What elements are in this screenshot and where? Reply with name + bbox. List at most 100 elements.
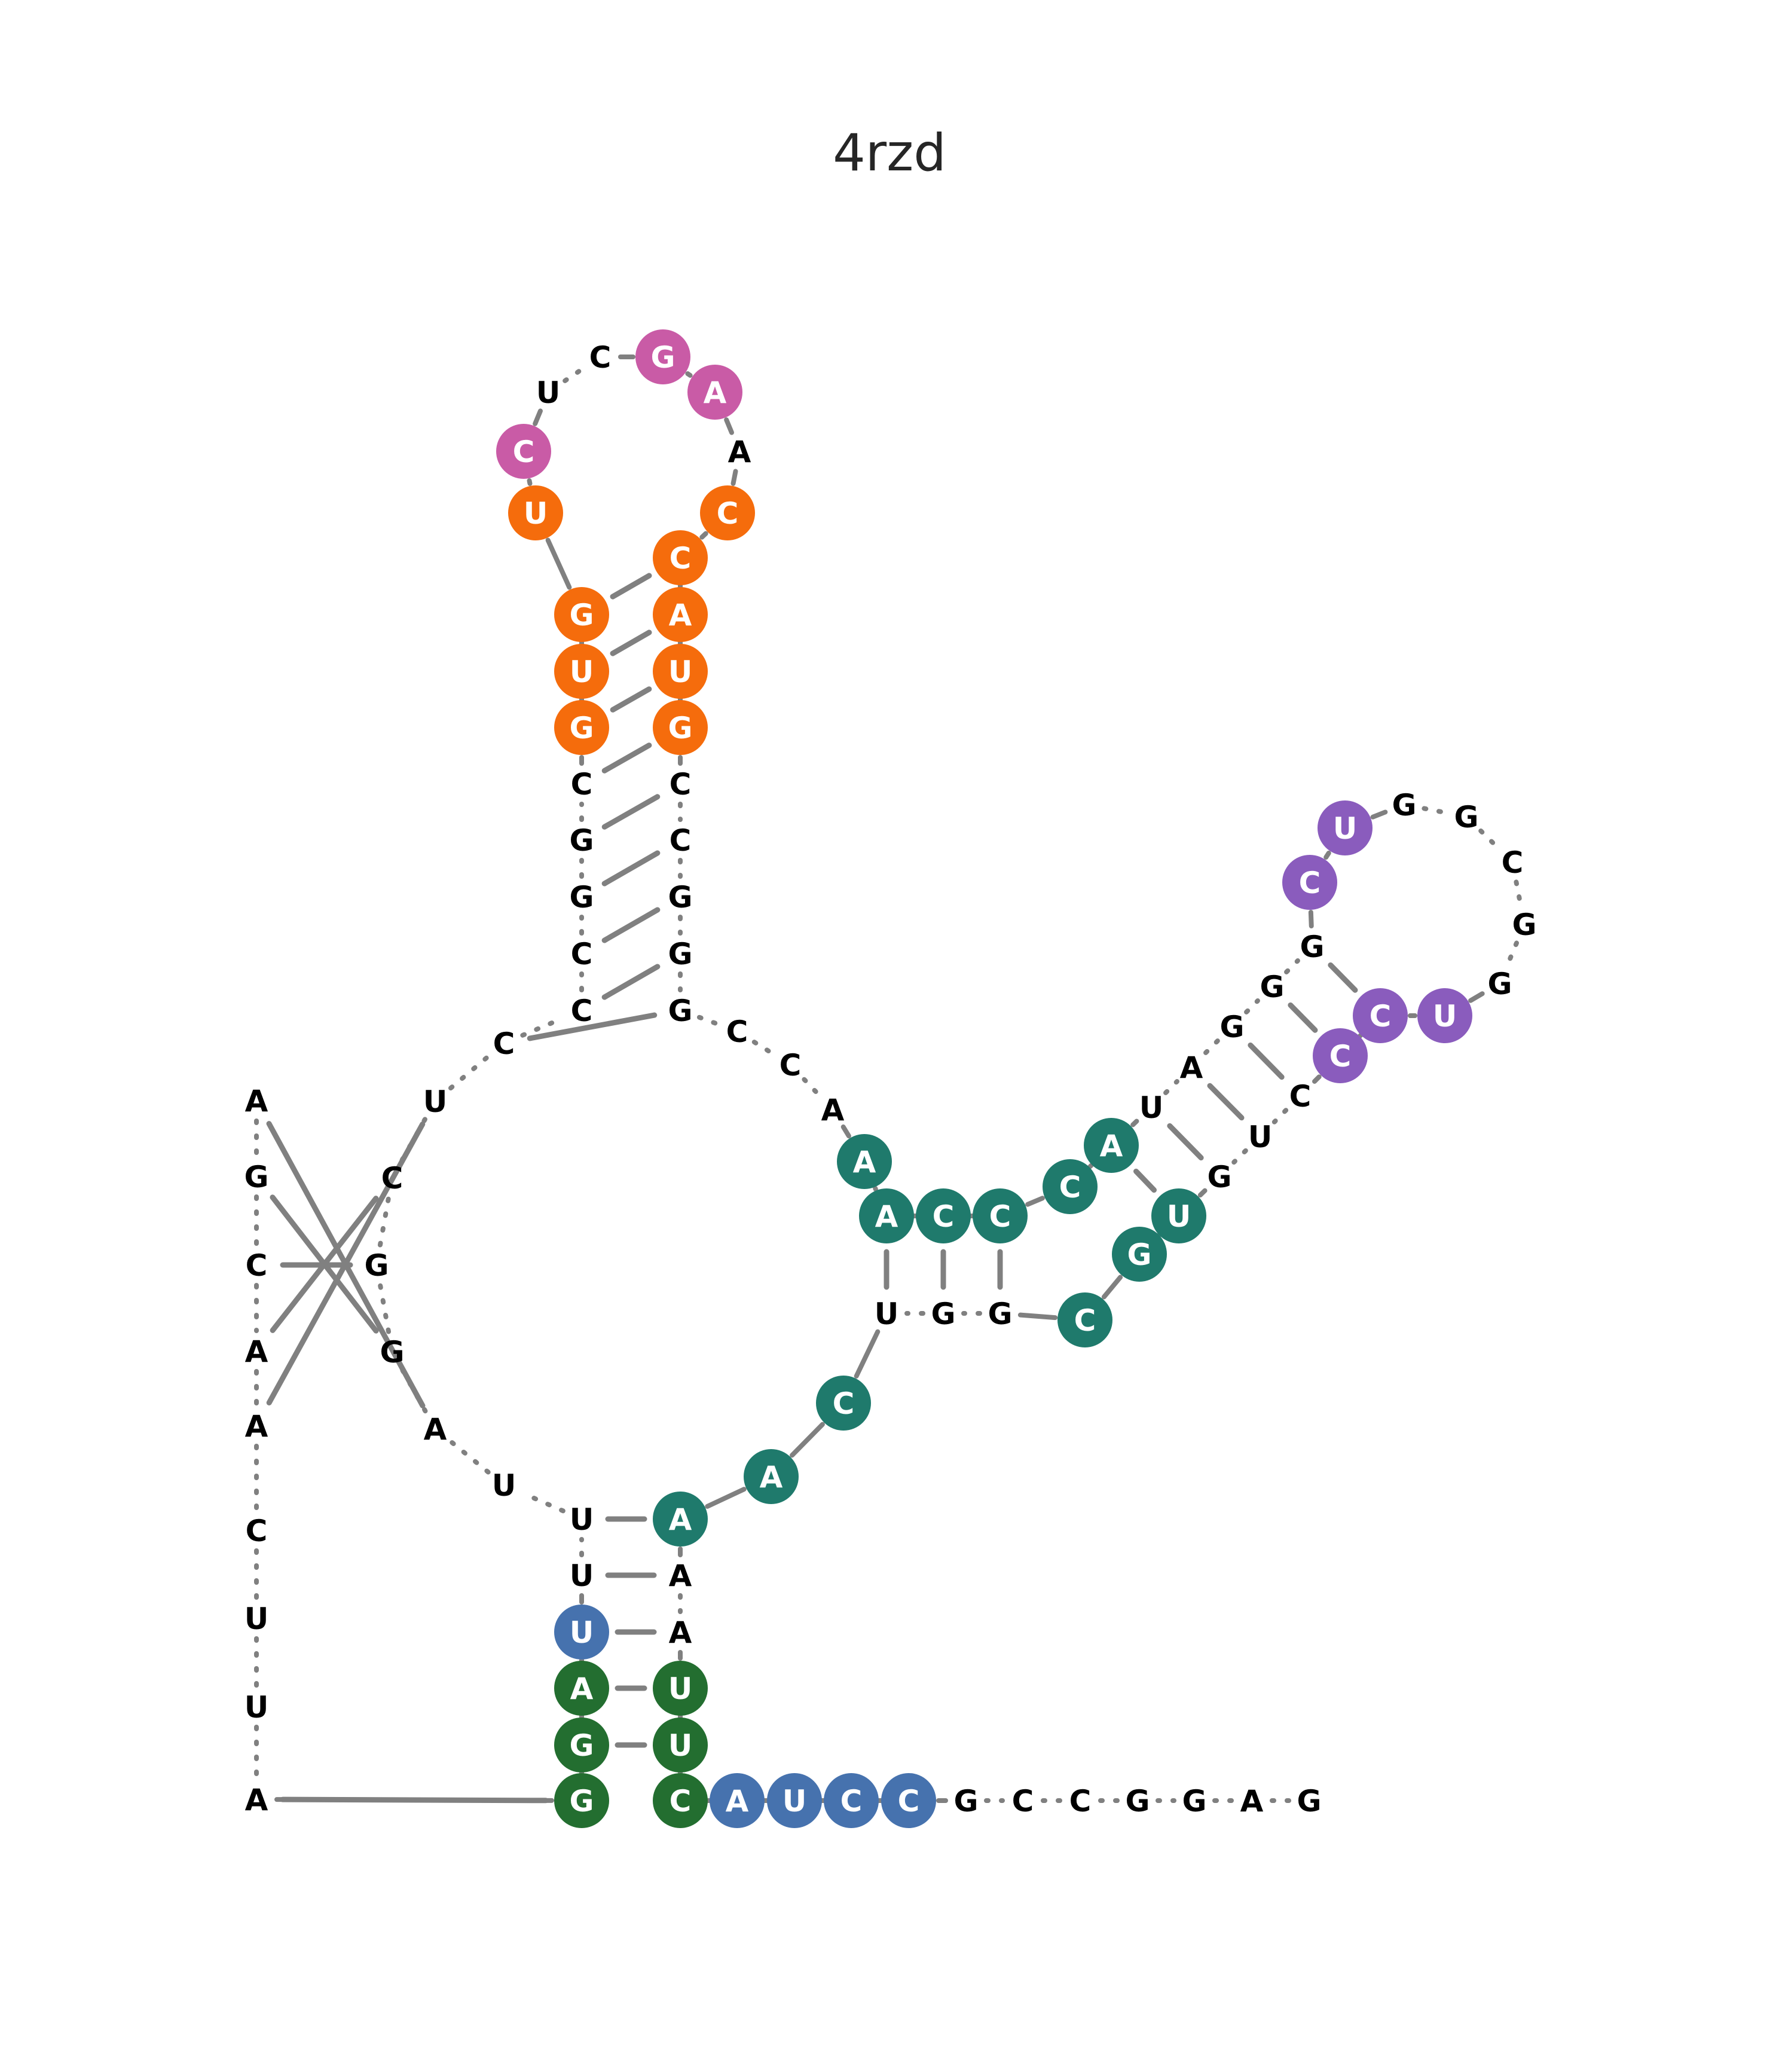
nucleotide-69: U xyxy=(1417,988,1472,1043)
nucleotide-highlight-circle xyxy=(916,1188,971,1243)
base-pair-line xyxy=(610,629,652,656)
nucleotide-highlight-circle xyxy=(881,1773,936,1828)
nucleotide-highlight-circle xyxy=(635,329,690,384)
nucleotide-base-label: G xyxy=(1512,907,1536,942)
nucleotide-35: G xyxy=(635,329,690,384)
nucleotide-base-label: A xyxy=(245,1084,268,1118)
nucleotide-base-label: A xyxy=(669,1502,692,1537)
nucleotide-base-label: G xyxy=(244,1160,268,1194)
base-pair-line xyxy=(1207,1083,1245,1121)
nucleotide-18: G xyxy=(380,1335,404,1370)
backbone-segment xyxy=(1271,1108,1289,1124)
nucleotide-96: G xyxy=(1125,1784,1150,1819)
nucleotide-base-label: C xyxy=(833,1386,855,1421)
nucleotide-base-label: C xyxy=(1370,999,1392,1034)
nucleotide-94: C xyxy=(1012,1784,1034,1819)
nucleotide-58: A xyxy=(1180,1050,1203,1085)
backbone-segment xyxy=(1025,1196,1045,1207)
nucleotide-highlight-circle xyxy=(653,1661,708,1716)
backbone-segment xyxy=(1323,850,1331,860)
nucleotide-25: G xyxy=(569,880,594,915)
nucleotide-base-label: U xyxy=(1167,1199,1191,1234)
nucleotide-base-label: U xyxy=(782,1784,807,1819)
backbone-segment xyxy=(696,1014,721,1027)
nucleotide-base-label: G xyxy=(569,711,594,745)
nucleotide-highlight-circle xyxy=(496,424,551,479)
nucleotide-base-label: G xyxy=(1125,1784,1150,1819)
backbone-segment xyxy=(1514,879,1523,907)
nucleotide-14: U xyxy=(570,1558,594,1593)
nucleotide-61: G xyxy=(1300,930,1324,964)
nucleotide-52: A xyxy=(859,1188,914,1243)
nucleotide-29: U xyxy=(554,644,609,699)
nucleotide-base-label: A xyxy=(1240,1784,1264,1819)
nucleotide-77: C xyxy=(1057,1292,1112,1347)
nucleotide-6: C xyxy=(246,1514,268,1548)
nucleotide-base-label: A xyxy=(424,1412,447,1447)
nucleotide-highlight-circle xyxy=(653,1492,708,1547)
nucleotide-base-label: C xyxy=(1074,1303,1096,1338)
nucleotide-highlight-circle xyxy=(653,700,708,755)
nucleotide-base-label: C xyxy=(246,1514,268,1548)
nucleotide-highlight-circle xyxy=(973,1188,1028,1243)
nucleotide-base-label: G xyxy=(364,1248,389,1283)
nucleotide-base-label: U xyxy=(1139,1090,1164,1125)
nucleotide-63: U xyxy=(1318,800,1373,855)
nucleotide-1: A xyxy=(245,1084,268,1118)
nucleotide-62: C xyxy=(1282,855,1337,910)
nucleotide-15: U xyxy=(570,1502,594,1537)
nucleotide-22: C xyxy=(493,1026,515,1061)
nucleotide-base-label: C xyxy=(840,1784,863,1819)
nucleotide-82: A xyxy=(744,1449,799,1504)
nucleotide-43: C xyxy=(670,767,692,802)
nucleotide-68: G xyxy=(1487,967,1512,1001)
nucleotide-base-label: A xyxy=(245,1783,268,1817)
nucleotide-base-label: U xyxy=(668,1728,693,1763)
nucleotide-highlight-circle xyxy=(554,644,609,699)
nucleotide-base-label: G xyxy=(1260,970,1284,1004)
nucleotide-base-label: A xyxy=(1100,1129,1123,1163)
nucleotide-highlight-circle xyxy=(653,1773,708,1828)
nucleotide-highlight-circle xyxy=(700,485,755,540)
backbone-segment xyxy=(1244,998,1260,1014)
nucleotide-23: C xyxy=(571,994,593,1028)
nucleotide-base-label: C xyxy=(726,1014,748,1049)
nucleotide-base-label: C xyxy=(1012,1784,1034,1819)
nucleotide-base-label: U xyxy=(668,655,693,689)
nucleotide-37: A xyxy=(728,435,751,469)
nucleotide-highlight-circle xyxy=(816,1376,871,1431)
nucleotide-base-label: C xyxy=(1502,845,1524,880)
backbone-segment xyxy=(685,371,693,378)
nucleotide-54: C xyxy=(973,1188,1028,1243)
nucleotide-base-label: A xyxy=(875,1199,898,1234)
nucleotide-base-label: C xyxy=(670,541,692,576)
nucleotide-21: U xyxy=(423,1084,448,1119)
nucleotide-2: G xyxy=(244,1160,268,1194)
backbone-segment xyxy=(448,1053,491,1091)
nucleotide-base-label: A xyxy=(760,1460,783,1495)
nucleotide-base-label: G xyxy=(650,340,675,375)
nucleotide-highlight-circle xyxy=(767,1773,822,1828)
nucleotide-81: C xyxy=(816,1376,871,1431)
nucleotide-highlight-circle xyxy=(653,644,708,699)
backbone-segment xyxy=(1505,940,1519,967)
nucleotide-56: A xyxy=(1084,1118,1139,1173)
backbone-segment xyxy=(1197,1188,1208,1198)
nucleotide-base-label: G xyxy=(569,823,594,858)
backbone-segment xyxy=(1101,1275,1123,1300)
nucleotide-base-label: G xyxy=(1219,1010,1244,1044)
nucleotide-base-label: U xyxy=(570,655,594,689)
backbone-segment xyxy=(751,1040,776,1056)
nucleotide-base-label: U xyxy=(668,1671,693,1706)
nucleotide-45: G xyxy=(668,880,692,915)
nucleotide-40: A xyxy=(653,587,708,642)
nucleotide-highlight-circle xyxy=(1353,988,1408,1043)
backbone-segment xyxy=(563,366,586,383)
nucleotide-55: C xyxy=(1043,1159,1098,1214)
nucleotide-5: A xyxy=(245,1409,268,1444)
base-pair-line xyxy=(601,742,652,774)
nucleotide-base-label: U xyxy=(524,496,548,531)
nucleotide-42: G xyxy=(653,700,708,755)
backbone-segment xyxy=(1370,809,1388,820)
